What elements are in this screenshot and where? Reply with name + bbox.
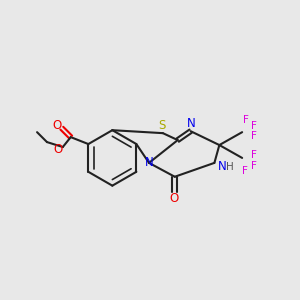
Text: F: F <box>251 161 257 171</box>
Text: N: N <box>145 156 153 170</box>
Text: O: O <box>169 192 178 205</box>
Text: N: N <box>218 160 227 173</box>
Text: O: O <box>53 142 62 155</box>
Text: F: F <box>243 115 249 125</box>
Text: F: F <box>251 121 257 131</box>
Text: F: F <box>242 166 248 176</box>
Text: O: O <box>52 119 62 132</box>
Text: F: F <box>251 150 257 160</box>
Text: S: S <box>158 119 166 132</box>
Text: F: F <box>251 131 257 141</box>
Text: N: N <box>187 117 196 130</box>
Text: H: H <box>226 162 234 172</box>
